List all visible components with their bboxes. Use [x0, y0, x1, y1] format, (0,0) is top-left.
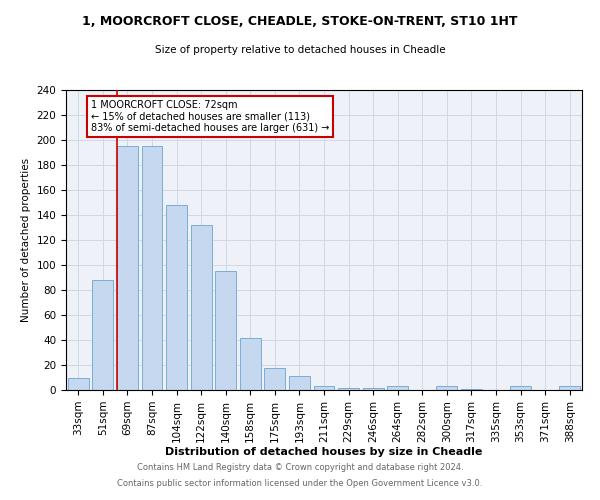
- Bar: [142, 146, 163, 390]
- Bar: [362, 388, 383, 390]
- Bar: [289, 376, 310, 390]
- X-axis label: Distribution of detached houses by size in Cheadle: Distribution of detached houses by size …: [166, 448, 482, 458]
- Bar: [68, 378, 89, 390]
- Bar: [92, 280, 113, 390]
- Text: 1, MOORCROFT CLOSE, CHEADLE, STOKE-ON-TRENT, ST10 1HT: 1, MOORCROFT CLOSE, CHEADLE, STOKE-ON-TR…: [82, 15, 518, 28]
- Text: Size of property relative to detached houses in Cheadle: Size of property relative to detached ho…: [155, 45, 445, 55]
- Bar: [461, 389, 482, 390]
- Bar: [338, 388, 359, 390]
- Bar: [314, 386, 334, 390]
- Y-axis label: Number of detached properties: Number of detached properties: [21, 158, 31, 322]
- Bar: [436, 386, 457, 390]
- Bar: [265, 368, 286, 390]
- Bar: [559, 386, 580, 390]
- Text: Contains public sector information licensed under the Open Government Licence v3: Contains public sector information licen…: [118, 478, 482, 488]
- Bar: [510, 386, 531, 390]
- Text: Contains HM Land Registry data © Crown copyright and database right 2024.: Contains HM Land Registry data © Crown c…: [137, 464, 463, 472]
- Bar: [387, 386, 408, 390]
- Bar: [166, 205, 187, 390]
- Bar: [191, 225, 212, 390]
- Bar: [215, 271, 236, 390]
- Bar: [240, 338, 261, 390]
- Text: 1 MOORCROFT CLOSE: 72sqm
← 15% of detached houses are smaller (113)
83% of semi-: 1 MOORCROFT CLOSE: 72sqm ← 15% of detach…: [91, 100, 329, 133]
- Bar: [117, 146, 138, 390]
